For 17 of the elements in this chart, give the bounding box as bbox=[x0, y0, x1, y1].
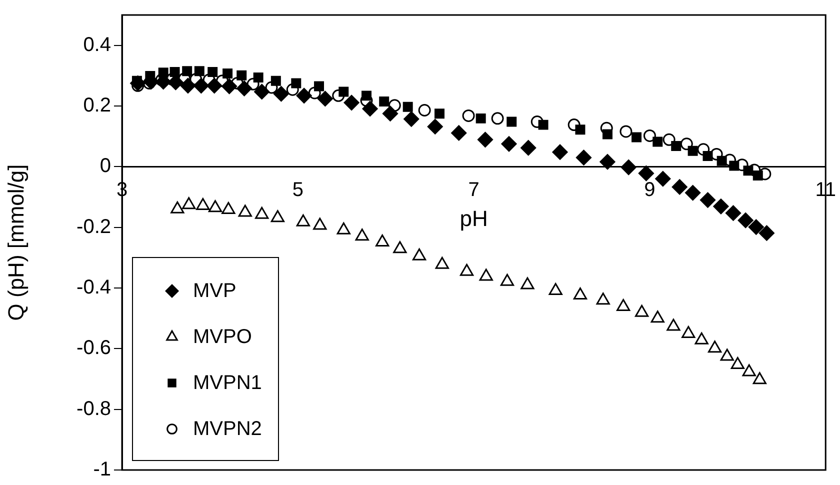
y-axis-title: Q (pH) [mmol/g] bbox=[3, 164, 28, 321]
x-tick-label: 7 bbox=[468, 179, 480, 202]
x-tick-label: 9 bbox=[644, 179, 656, 202]
y-tick-label: 0.4 bbox=[83, 34, 111, 56]
y-tick-label: 0 bbox=[100, 155, 111, 178]
y-tick-label: -0.6 bbox=[76, 337, 111, 360]
legend-label: MVP bbox=[193, 280, 236, 302]
y-tick-label: -0.4 bbox=[76, 276, 111, 299]
y-tick-label: -0.2 bbox=[76, 216, 111, 238]
legend-label: MVPN1 bbox=[193, 372, 262, 394]
x-axis-title: pH bbox=[460, 206, 488, 231]
y-tick-label: -1 bbox=[93, 458, 111, 481]
y-tick-label: 0.2 bbox=[83, 94, 111, 117]
y-tick-label: -0.8 bbox=[76, 398, 111, 420]
legend-label: MVPO bbox=[193, 326, 252, 348]
x-tick-label: 5 bbox=[292, 179, 304, 202]
legend-label: MVPN2 bbox=[193, 418, 262, 440]
